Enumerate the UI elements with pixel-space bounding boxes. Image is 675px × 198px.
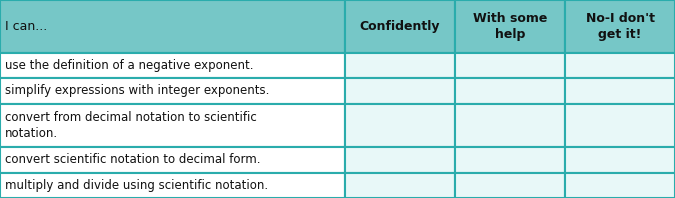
Text: No-I don't
get it!: No-I don't get it!	[585, 12, 655, 41]
Bar	[345, 172, 455, 198]
Bar	[0, 172, 345, 198]
Bar	[0, 147, 345, 172]
Bar	[455, 172, 565, 198]
Bar	[345, 104, 455, 147]
Bar	[0, 104, 345, 147]
Bar	[565, 147, 675, 172]
Bar	[345, 53, 455, 78]
Text: With some
help: With some help	[472, 12, 547, 41]
Text: I can...: I can...	[5, 20, 47, 33]
Bar	[0, 0, 345, 53]
Bar	[455, 53, 565, 78]
Bar	[455, 78, 565, 104]
Bar	[345, 0, 455, 53]
Bar	[565, 53, 675, 78]
Bar	[0, 78, 345, 104]
Text: simplify expressions with integer exponents.: simplify expressions with integer expone…	[5, 85, 269, 97]
Bar	[565, 78, 675, 104]
Text: convert from decimal notation to scientific
notation.: convert from decimal notation to scienti…	[5, 111, 256, 140]
Text: use the definition of a negative exponent.: use the definition of a negative exponen…	[5, 59, 254, 72]
Bar	[565, 0, 675, 53]
Text: convert scientific notation to decimal form.: convert scientific notation to decimal f…	[5, 153, 261, 166]
Bar	[455, 104, 565, 147]
Text: Confidently: Confidently	[360, 20, 440, 33]
Bar	[455, 147, 565, 172]
Bar	[0, 53, 345, 78]
Bar	[345, 78, 455, 104]
Bar	[565, 104, 675, 147]
Bar	[455, 0, 565, 53]
Bar	[345, 147, 455, 172]
Text: multiply and divide using scientific notation.: multiply and divide using scientific not…	[5, 179, 268, 192]
Bar	[565, 172, 675, 198]
